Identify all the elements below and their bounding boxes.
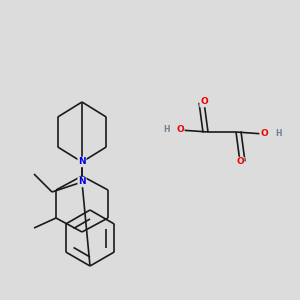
Text: H: H [275, 130, 281, 139]
Text: O: O [236, 158, 244, 166]
Text: H: H [163, 125, 169, 134]
Text: O: O [176, 125, 184, 134]
Text: O: O [200, 98, 208, 106]
Text: N: N [78, 178, 86, 187]
Text: N: N [78, 158, 86, 166]
Text: O: O [260, 130, 268, 139]
